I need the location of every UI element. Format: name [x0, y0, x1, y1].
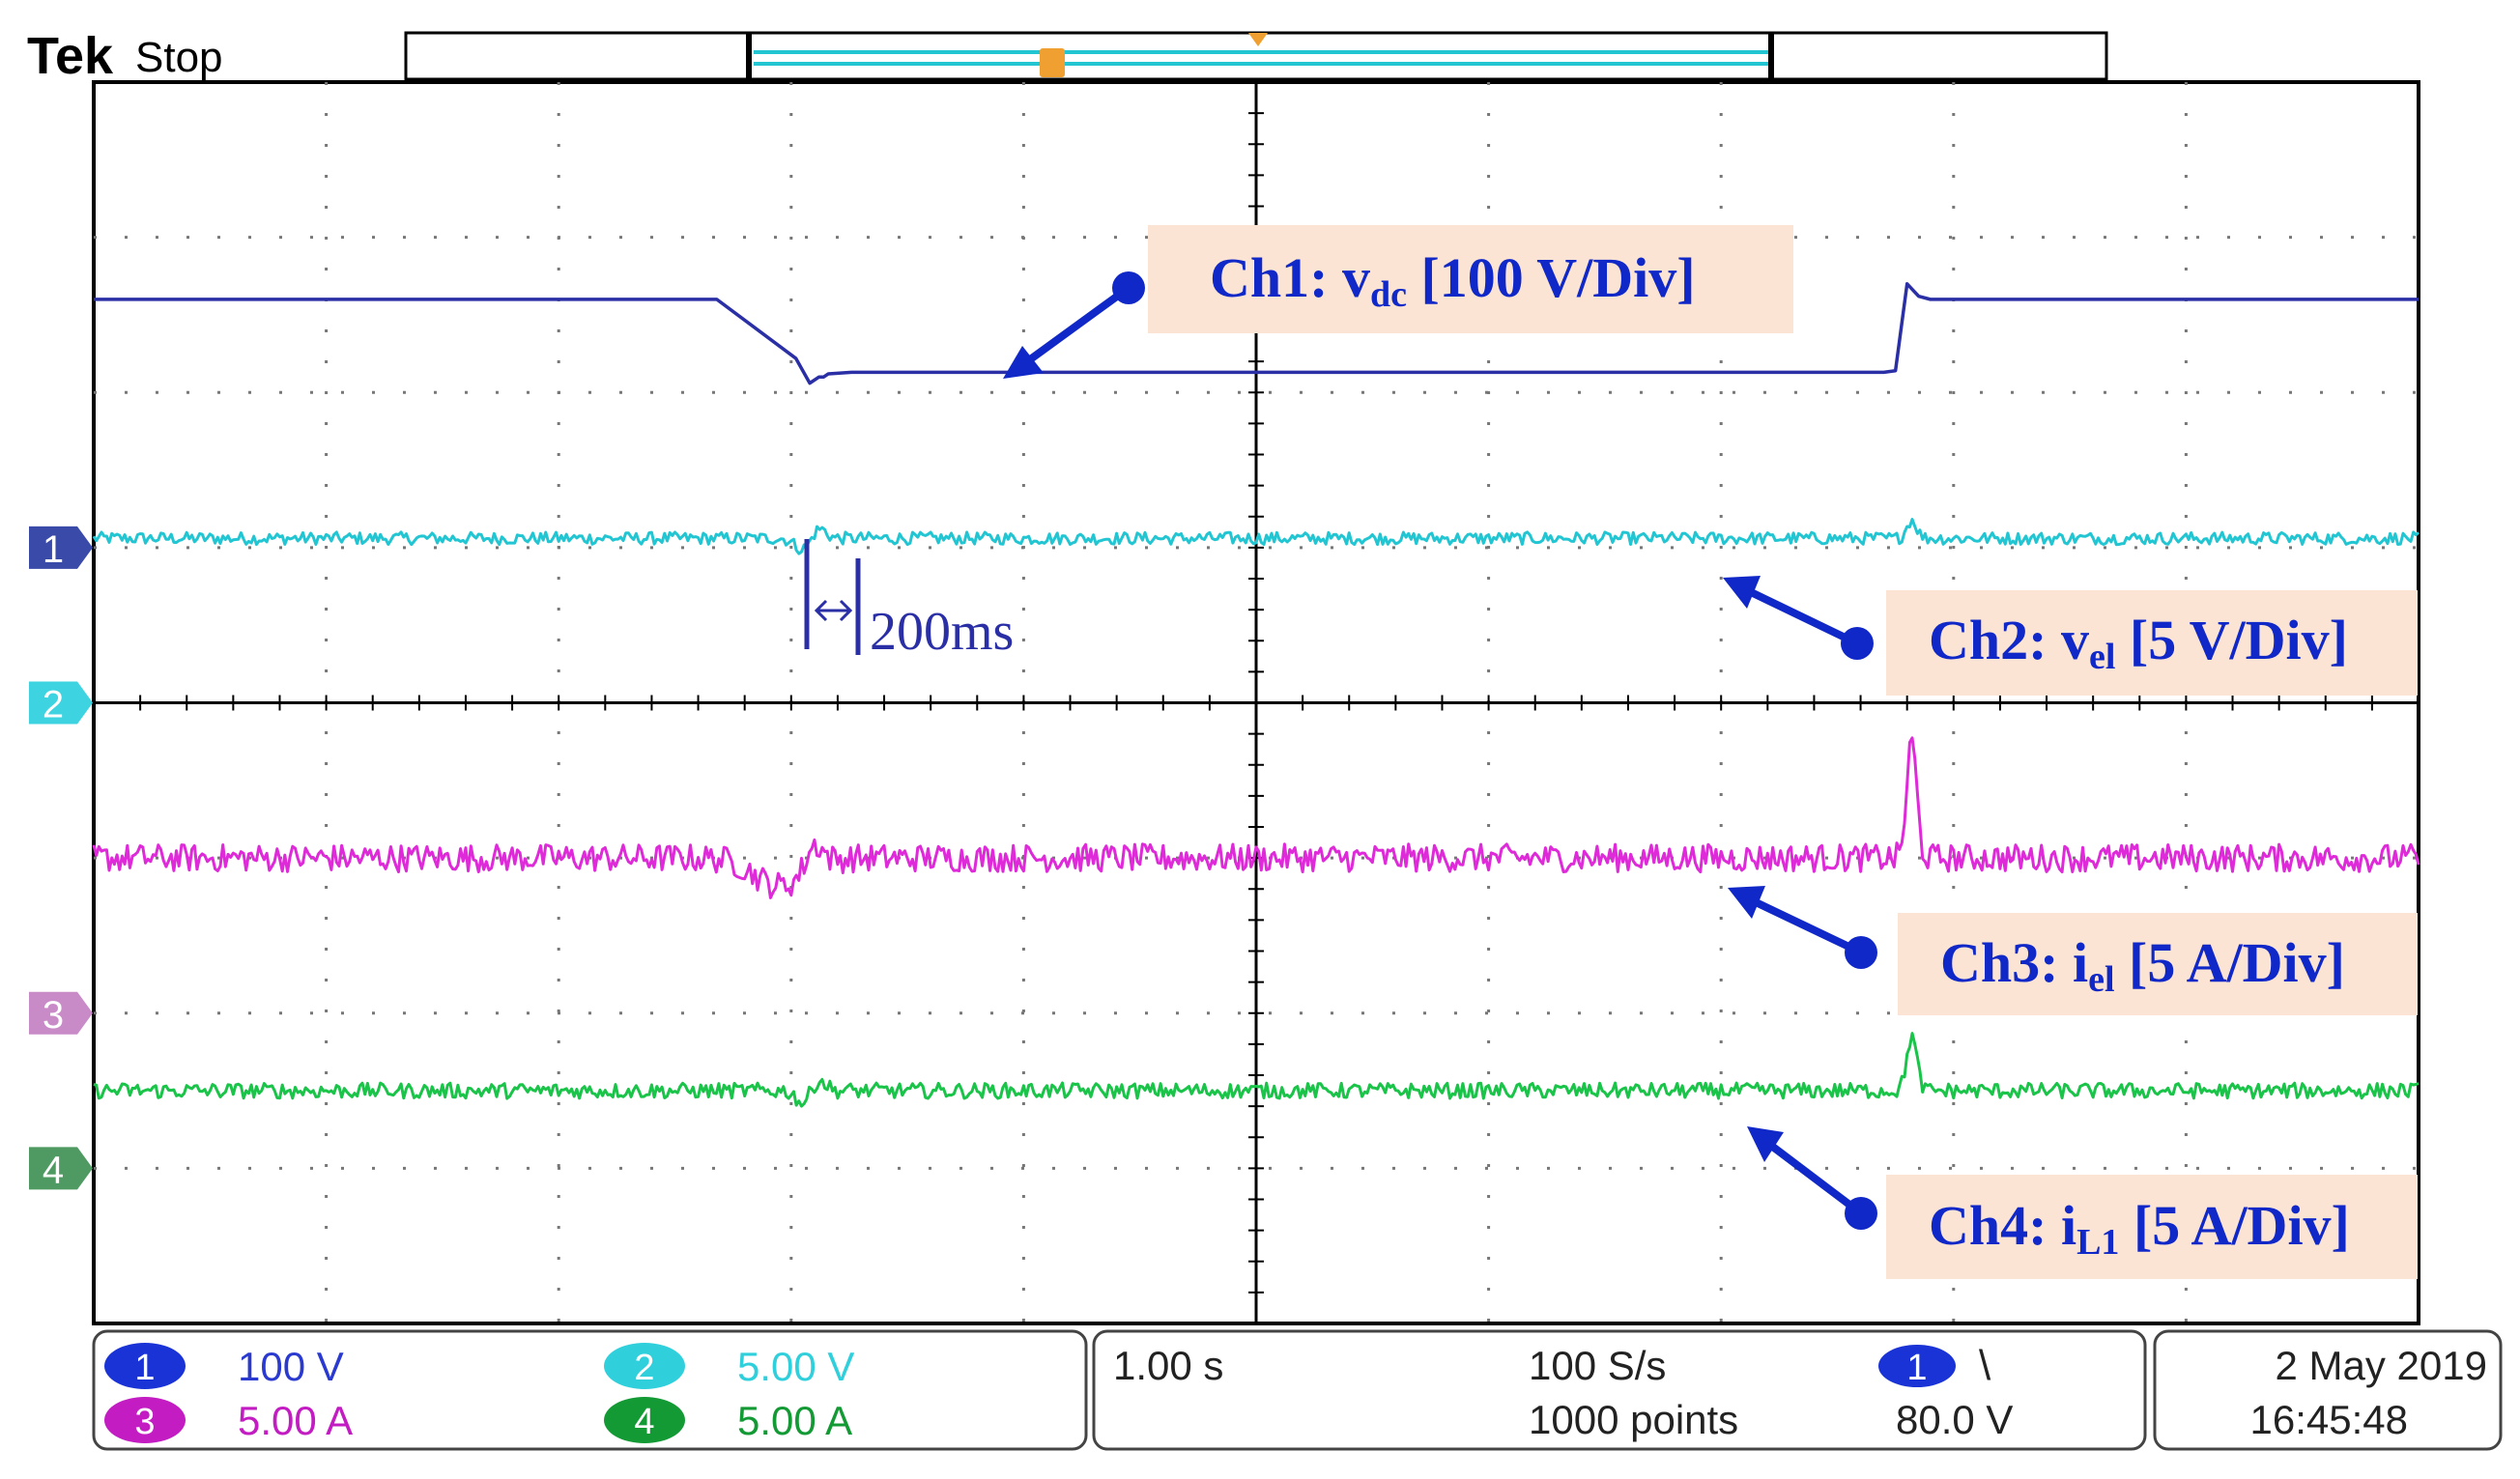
channel-marker-label: 4 — [43, 1149, 64, 1191]
time-interval-annotation: 200ms — [804, 539, 1014, 662]
brand-label: Tek — [27, 27, 114, 85]
trigger-level-readout: 80.0 V — [1896, 1397, 2013, 1442]
trace-ch2 — [92, 518, 2420, 555]
callout-ch2: Ch2: vel [5 V/Div] — [1723, 576, 2418, 696]
channel-badge-4 — [604, 1397, 685, 1443]
trigger-time-marker — [1040, 48, 1065, 77]
channel-scale-1: 100 V — [238, 1344, 344, 1389]
channel-badge-3 — [104, 1397, 186, 1443]
sample-rate-readout: 100 S/s — [1529, 1343, 1666, 1388]
channel-scale-2: 5.00 V — [737, 1344, 854, 1389]
channel-marker-label: 1 — [43, 528, 64, 571]
interval-label: 200ms — [870, 602, 1014, 662]
channel-badge-label: 4 — [634, 1402, 654, 1442]
channel-marker-2 — [29, 681, 93, 725]
channel-marker-4 — [29, 1147, 93, 1190]
date-readout: 2 May 2019 — [2276, 1343, 2487, 1388]
channel-marker-label: 3 — [43, 994, 64, 1037]
channel-badge-label: 2 — [634, 1348, 654, 1388]
channel-badge-2 — [604, 1343, 685, 1389]
channel-scale-4: 5.00 A — [737, 1398, 852, 1443]
channel-marker-label: 2 — [43, 684, 64, 726]
datetime-panel: 2 May 2019 16:45:48 — [2153, 1329, 2503, 1451]
series-label-ch1: Ch1: vdc [100 V/Div] — [1210, 246, 1696, 315]
channel-marker-1 — [29, 526, 93, 569]
callout-ch3: Ch3: iel [5 A/Div] — [1728, 886, 2418, 1015]
series-label-ch3: Ch3: iel [5 A/Div] — [1940, 931, 2345, 1000]
trigger-source-label: 1 — [1906, 1348, 1927, 1388]
channel-scale-3: 5.00 A — [238, 1398, 353, 1443]
channel-badge-1 — [104, 1343, 186, 1389]
record-overview-bar — [404, 31, 2108, 81]
record-length-readout: 1000 points — [1529, 1397, 1738, 1442]
trace-ch1 — [94, 282, 2419, 385]
channel-badge-label: 3 — [134, 1402, 155, 1442]
acquisition-panel: 1.00 s 100 S/s 1000 points 1 \ 80.0 V — [1092, 1329, 2147, 1451]
callout-ch4: Ch4: iL1 [5 A/Div] — [1747, 1126, 2418, 1279]
series-label-ch2: Ch2: vel [5 V/Div] — [1929, 609, 2348, 677]
timebase-readout: 1.00 s — [1113, 1343, 1223, 1388]
acquisition-status: Stop — [135, 34, 223, 81]
callout-ch1: Ch1: vdc [100 V/Div] — [1003, 225, 1793, 379]
waveform-area — [92, 282, 2420, 1108]
channel-marker-3 — [29, 991, 93, 1035]
trace-ch3 — [92, 736, 2420, 899]
trigger-position-marker — [1248, 33, 1268, 46]
trigger-slope-icon: \ — [1979, 1342, 1991, 1389]
trace-ch4 — [93, 1032, 2420, 1108]
channel-badge-label: 1 — [134, 1348, 155, 1388]
channel-scale-panel: 1 100 V 2 5.00 V 3 5.00 A 4 5.00 A — [92, 1329, 1088, 1451]
trigger-source-badge — [1878, 1345, 1956, 1387]
channel-markers: 1 2 3 4 — [29, 526, 93, 1191]
series-label-ch4: Ch4: iL1 [5 A/Div] — [1929, 1194, 2350, 1263]
time-readout: 16:45:48 — [2250, 1397, 2409, 1442]
